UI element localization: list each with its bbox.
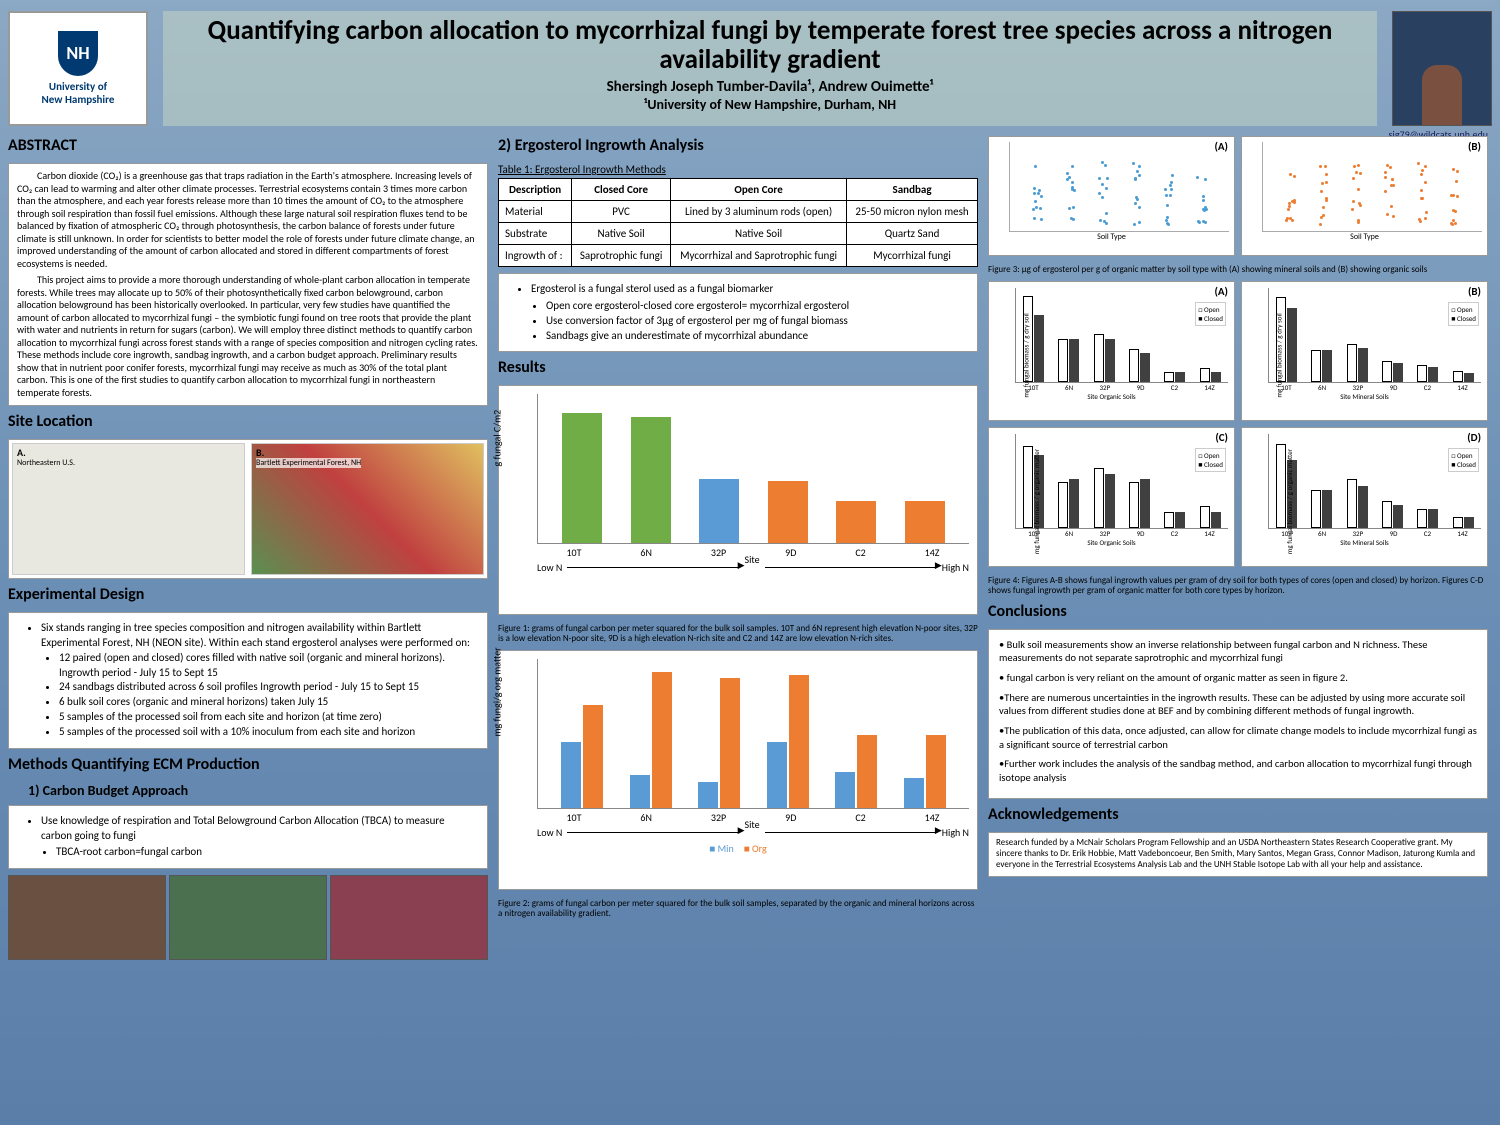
column-right: (A) Soil Type (B) Soil Type Figure 3: µg…	[988, 136, 1488, 1116]
erg-note: Open core ergosterol-closed core ergoste…	[546, 299, 967, 314]
conclusion-item: • fungal carbon is very reliant on the a…	[999, 671, 1477, 685]
figure4-grid: (A) mg fungal biomass / g dry soil □ Ope…	[988, 281, 1488, 567]
fig4-panel-a: (A) mg fungal biomass / g dry soil □ Ope…	[988, 281, 1235, 421]
abstract-box: Carbon dioxide (CO₂) is a greenhouse gas…	[8, 163, 488, 406]
fig1-caption: Figure 1: grams of fungal carbon per met…	[498, 624, 978, 644]
conclusion-item: • Bulk soil measurements show an inverse…	[999, 638, 1477, 665]
ergosterol-head: 2) Ergosterol Ingrowth Analysis	[498, 136, 978, 155]
design-item: 24 sandbags distributed across 6 soil pr…	[59, 680, 477, 695]
authors: Shersingh Joseph Tumber-Davila¹, Andrew …	[168, 78, 1372, 96]
poster-title: Quantifying carbon allocation to mycorrh…	[168, 16, 1372, 75]
map-northeast-us: A. Northeastern U.S.	[12, 443, 245, 575]
abstract-p2: This project aims to provide a more thor…	[17, 274, 479, 399]
carbon-budget-box: Use knowledge of respiration and Total B…	[8, 805, 488, 870]
photo-roots	[8, 875, 166, 960]
column-left: ABSTRACT Carbon dioxide (CO₂) is a green…	[8, 136, 488, 1116]
fig4-caption: Figure 4: Figures A-B shows fungal ingro…	[988, 576, 1488, 596]
logo-shield: NH	[58, 31, 98, 76]
ergosterol-table: DescriptionClosed CoreOpen CoreSandbag M…	[498, 178, 978, 267]
map-bartlett-forest: B. Bartlett Experimental Forest, NH	[251, 443, 484, 575]
erg-note: Use conversion factor of 3µg of ergoster…	[546, 314, 967, 329]
abstract-head: ABSTRACT	[8, 136, 488, 155]
unh-logo: NH University of New Hampshire	[8, 11, 148, 126]
site-head: Site Location	[8, 412, 488, 431]
erg-note: Sandbags give an underestimate of mycorr…	[546, 329, 967, 344]
design-head: Experimental Design	[8, 585, 488, 604]
design-intro: Six stands ranging in tree species compo…	[41, 621, 477, 651]
figure2-chart: mg fungi/g org matter 10T6N32P9DC214Z Lo…	[498, 650, 978, 890]
design-item: 6 bulk soil cores (organic and mineral h…	[59, 695, 477, 710]
poster-body: ABSTRACT Carbon dioxide (CO₂) is a green…	[8, 136, 1492, 1116]
conclusion-item: •The publication of this data, once adju…	[999, 724, 1477, 751]
methods-head: Methods Quantifying ECM Production	[8, 755, 488, 774]
fig4-panel-b: (B) mg fungal biomass / g dry soil □ Ope…	[1241, 281, 1488, 421]
affiliation: ¹University of New Hampshire, Durham, NH	[168, 96, 1372, 113]
ergosterol-notes: Ergosterol is a fungal sterol used as a …	[498, 273, 978, 352]
fig1-bar	[905, 501, 945, 544]
photo-fieldwork	[169, 875, 327, 960]
design-item: 12 paired (open and closed) cores filled…	[59, 651, 477, 681]
fig1-bar	[768, 481, 808, 543]
fig1-ylabel: g fungal C/m2	[491, 410, 504, 467]
logo-text: University of New Hampshire	[42, 80, 115, 106]
fig2-ylabel: mg fungi/g org matter	[491, 648, 504, 737]
table1-caption: Table 1: Ergosterol Ingrowth Methods	[498, 163, 978, 176]
legend-min: Min	[709, 842, 733, 855]
table1-wrap: Table 1: Ergosterol Ingrowth Methods Des…	[498, 163, 978, 267]
conclusion-item: •There are numerous uncertainties in the…	[999, 691, 1477, 718]
carbon-budget-head: 1) Carbon Budget Approach	[8, 782, 488, 799]
erg-note: Ergosterol is a fungal sterol used as a …	[531, 282, 967, 297]
budget-item: TBCA-root carbon=fungal carbon	[56, 845, 477, 860]
ack-head: Acknowledgements	[988, 805, 1488, 824]
site-maps: A. Northeastern U.S. B. Bartlett Experim…	[8, 439, 488, 579]
budget-item: Use knowledge of respiration and Total B…	[41, 814, 477, 844]
fig2-caption: Figure 2: grams of fungal carbon per met…	[498, 899, 978, 919]
abstract-p1: Carbon dioxide (CO₂) is a greenhouse gas…	[17, 170, 479, 270]
figure3-row: (A) Soil Type (B) Soil Type	[988, 136, 1488, 256]
photo-samples	[330, 875, 488, 960]
figure1-chart: g fungal C/m2 10T6N32P9DC214Z Low N Site…	[498, 385, 978, 615]
fig4-panel-d: (D) mg fungal biomass / g organic matter…	[1241, 427, 1488, 567]
fig3-panel-b: (B) Soil Type	[1241, 136, 1488, 256]
conclusions-box: • Bulk soil measurements show an inverse…	[988, 629, 1488, 800]
field-photos	[8, 875, 488, 960]
title-block: Quantifying carbon allocation to mycorrh…	[163, 11, 1377, 126]
column-middle: 2) Ergosterol Ingrowth Analysis Table 1:…	[498, 136, 978, 1116]
fig1-bar	[699, 479, 739, 543]
fig1-bar	[631, 417, 671, 543]
fig1-bar	[836, 501, 876, 544]
fig1-bar	[562, 413, 602, 544]
results-head: Results	[498, 358, 978, 377]
fig3-panel-a: (A) Soil Type	[988, 136, 1235, 256]
conclusion-item: •Further work includes the analysis of t…	[999, 757, 1477, 784]
presenter-photo	[1392, 11, 1492, 126]
design-item: 5 samples of the processed soil with a 1…	[59, 725, 477, 740]
design-box: Six stands ranging in tree species compo…	[8, 612, 488, 749]
legend-org: Org	[744, 842, 767, 855]
ack-box: Research funded by a McNair Scholars Pro…	[988, 832, 1488, 876]
fig4-panel-c: (C) mg fungal biomass / g organic matter…	[988, 427, 1235, 567]
fig3-caption: Figure 3: µg of ergosterol per g of orga…	[988, 265, 1488, 275]
conclusions-head: Conclusions	[988, 602, 1488, 621]
poster-header: NH University of New Hampshire Quantifyi…	[8, 8, 1492, 128]
design-item: 5 samples of the processed soil from eac…	[59, 710, 477, 725]
